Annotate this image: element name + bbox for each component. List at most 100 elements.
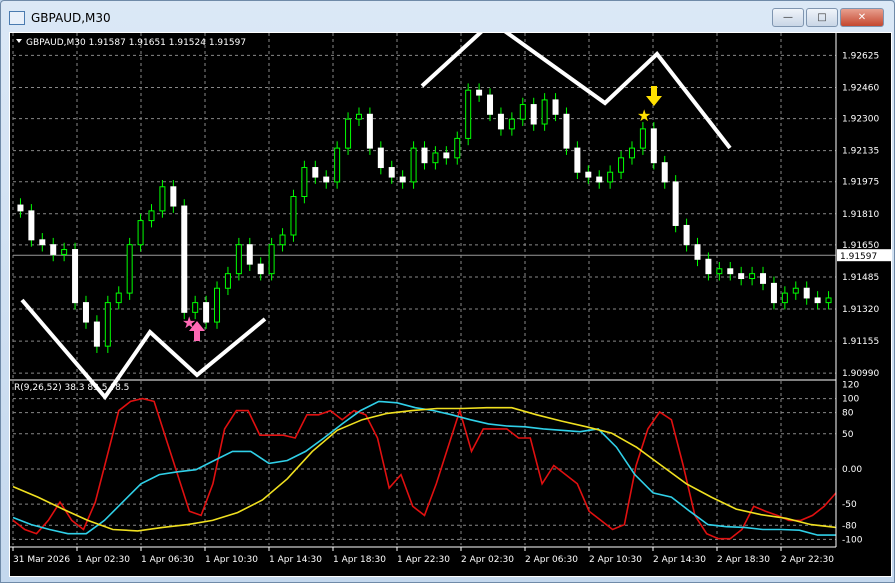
price-tick: 1.91975: [842, 178, 879, 188]
price-tick: 1.92135: [842, 147, 879, 157]
indicator-tick: -50: [842, 500, 857, 510]
title-bar: GBPAUD,M30: [9, 7, 111, 29]
candle-body: [803, 287, 810, 299]
candle-body: [727, 268, 734, 275]
candle-body: [607, 171, 614, 183]
candle-body: [454, 137, 461, 159]
candle-body: [279, 234, 286, 246]
candle-body: [650, 128, 657, 164]
time-label: 1 Apr 22:30: [397, 555, 450, 565]
indicator-line-2: [12, 406, 837, 532]
candle-body: [432, 152, 439, 164]
indicator-tick: -100: [842, 535, 863, 545]
indicator-tick: -80: [842, 521, 857, 531]
candle-body: [585, 171, 592, 178]
candle-body: [661, 162, 668, 183]
time-label: 2 Apr 14:30: [653, 555, 706, 565]
candle-body: [519, 104, 526, 120]
candle-body: [618, 157, 625, 173]
candle-body: [235, 244, 242, 275]
zigzag-line-right: [420, 19, 732, 150]
time-label: 1 Apr 18:30: [333, 555, 386, 565]
candle-body: [170, 186, 177, 207]
sell-arrow-down-icon: [646, 86, 662, 106]
indicator-tick: 0.00: [842, 465, 862, 475]
candle-body: [541, 99, 548, 125]
candle-body: [694, 244, 701, 260]
chart-area[interactable]: 1.92625 1.92460 1.92300 1.92135 1.91975 1.918…: [9, 19, 892, 577]
candle-body: [323, 176, 330, 183]
indicator-line-0: [12, 397, 837, 540]
price-tick: 1.92625: [842, 51, 879, 61]
candle-body: [355, 113, 362, 120]
indicator-tick: 80: [842, 409, 854, 419]
candle-body: [268, 244, 275, 275]
candle-body: [705, 258, 712, 275]
minimize-button[interactable]: —: [772, 8, 804, 27]
candle-body: [388, 167, 395, 178]
maximize-button[interactable]: □: [806, 8, 838, 27]
candle-body: [628, 147, 635, 159]
candle-body: [508, 118, 515, 130]
candle-body: [61, 249, 68, 255]
price-tick: 1.91320: [842, 305, 879, 315]
indicator-tick: 100: [842, 395, 859, 405]
candle-body: [399, 176, 406, 183]
time-label: 2 Apr 18:30: [717, 555, 770, 565]
candle-body: [683, 224, 690, 246]
candle-body: [115, 292, 122, 304]
candle-body: [148, 210, 155, 222]
candle-body: [104, 302, 111, 347]
candle-body: [574, 147, 581, 173]
price-tick: 1.91485: [842, 273, 879, 283]
candle-body: [366, 113, 373, 149]
candle-body: [257, 263, 264, 275]
candle-body: [770, 282, 777, 304]
candle-body: [203, 302, 210, 323]
time-label: 1 Apr 02:30: [77, 555, 130, 565]
zigzag-line-left: [20, 298, 267, 401]
indicator-tick: 50: [842, 430, 854, 440]
candle-body: [487, 94, 494, 115]
time-label: 31 Mar 2026: [13, 555, 70, 565]
candle-body: [224, 273, 231, 289]
buy-arrow-up-icon: [189, 321, 205, 341]
price-tick: 1.91650: [842, 241, 879, 251]
current-price-box: [837, 249, 891, 262]
candle-body: [345, 118, 352, 149]
sell-star-icon: ★: [637, 106, 651, 125]
time-label: 2 Apr 02:30: [461, 555, 514, 565]
candle-body: [497, 113, 504, 130]
time-label: 1 Apr 06:30: [141, 555, 194, 565]
price-tick: 1.91155: [842, 337, 879, 347]
chart-canvas[interactable]: 1.92625 1.92460 1.92300 1.92135 1.91975 1.918…: [10, 19, 891, 576]
candle-body: [530, 104, 537, 125]
time-label: 1 Apr 14:30: [269, 555, 322, 565]
candle-body: [82, 302, 89, 323]
indicator-label: R(9,26,52) 38.3 83.5 ?8.5: [14, 383, 129, 393]
price-tick: 1.92460: [842, 83, 879, 93]
candle-body: [126, 244, 133, 294]
indicator-tick: 120: [842, 381, 859, 391]
candle-body: [552, 99, 559, 115]
candle-body: [93, 321, 100, 347]
window-title: GBPAUD,M30: [31, 11, 111, 25]
current-price-label: 1.91597: [840, 252, 877, 262]
candle-body: [50, 244, 57, 255]
candle-body: [301, 167, 308, 198]
candle-body: [39, 239, 46, 246]
time-label: 1 Apr 10:30: [205, 555, 258, 565]
price-tick: 1.92300: [842, 115, 879, 125]
candle-body: [334, 147, 341, 183]
candle-body: [792, 287, 799, 294]
candle-body: [563, 113, 570, 149]
candle-body: [28, 210, 35, 241]
candle-body: [476, 89, 483, 96]
close-button[interactable]: ✕: [840, 8, 884, 27]
candle-body: [192, 302, 199, 313]
candle-body: [716, 268, 723, 275]
candle-body: [465, 89, 472, 139]
candle-body: [137, 220, 144, 246]
candle-body: [312, 167, 319, 178]
